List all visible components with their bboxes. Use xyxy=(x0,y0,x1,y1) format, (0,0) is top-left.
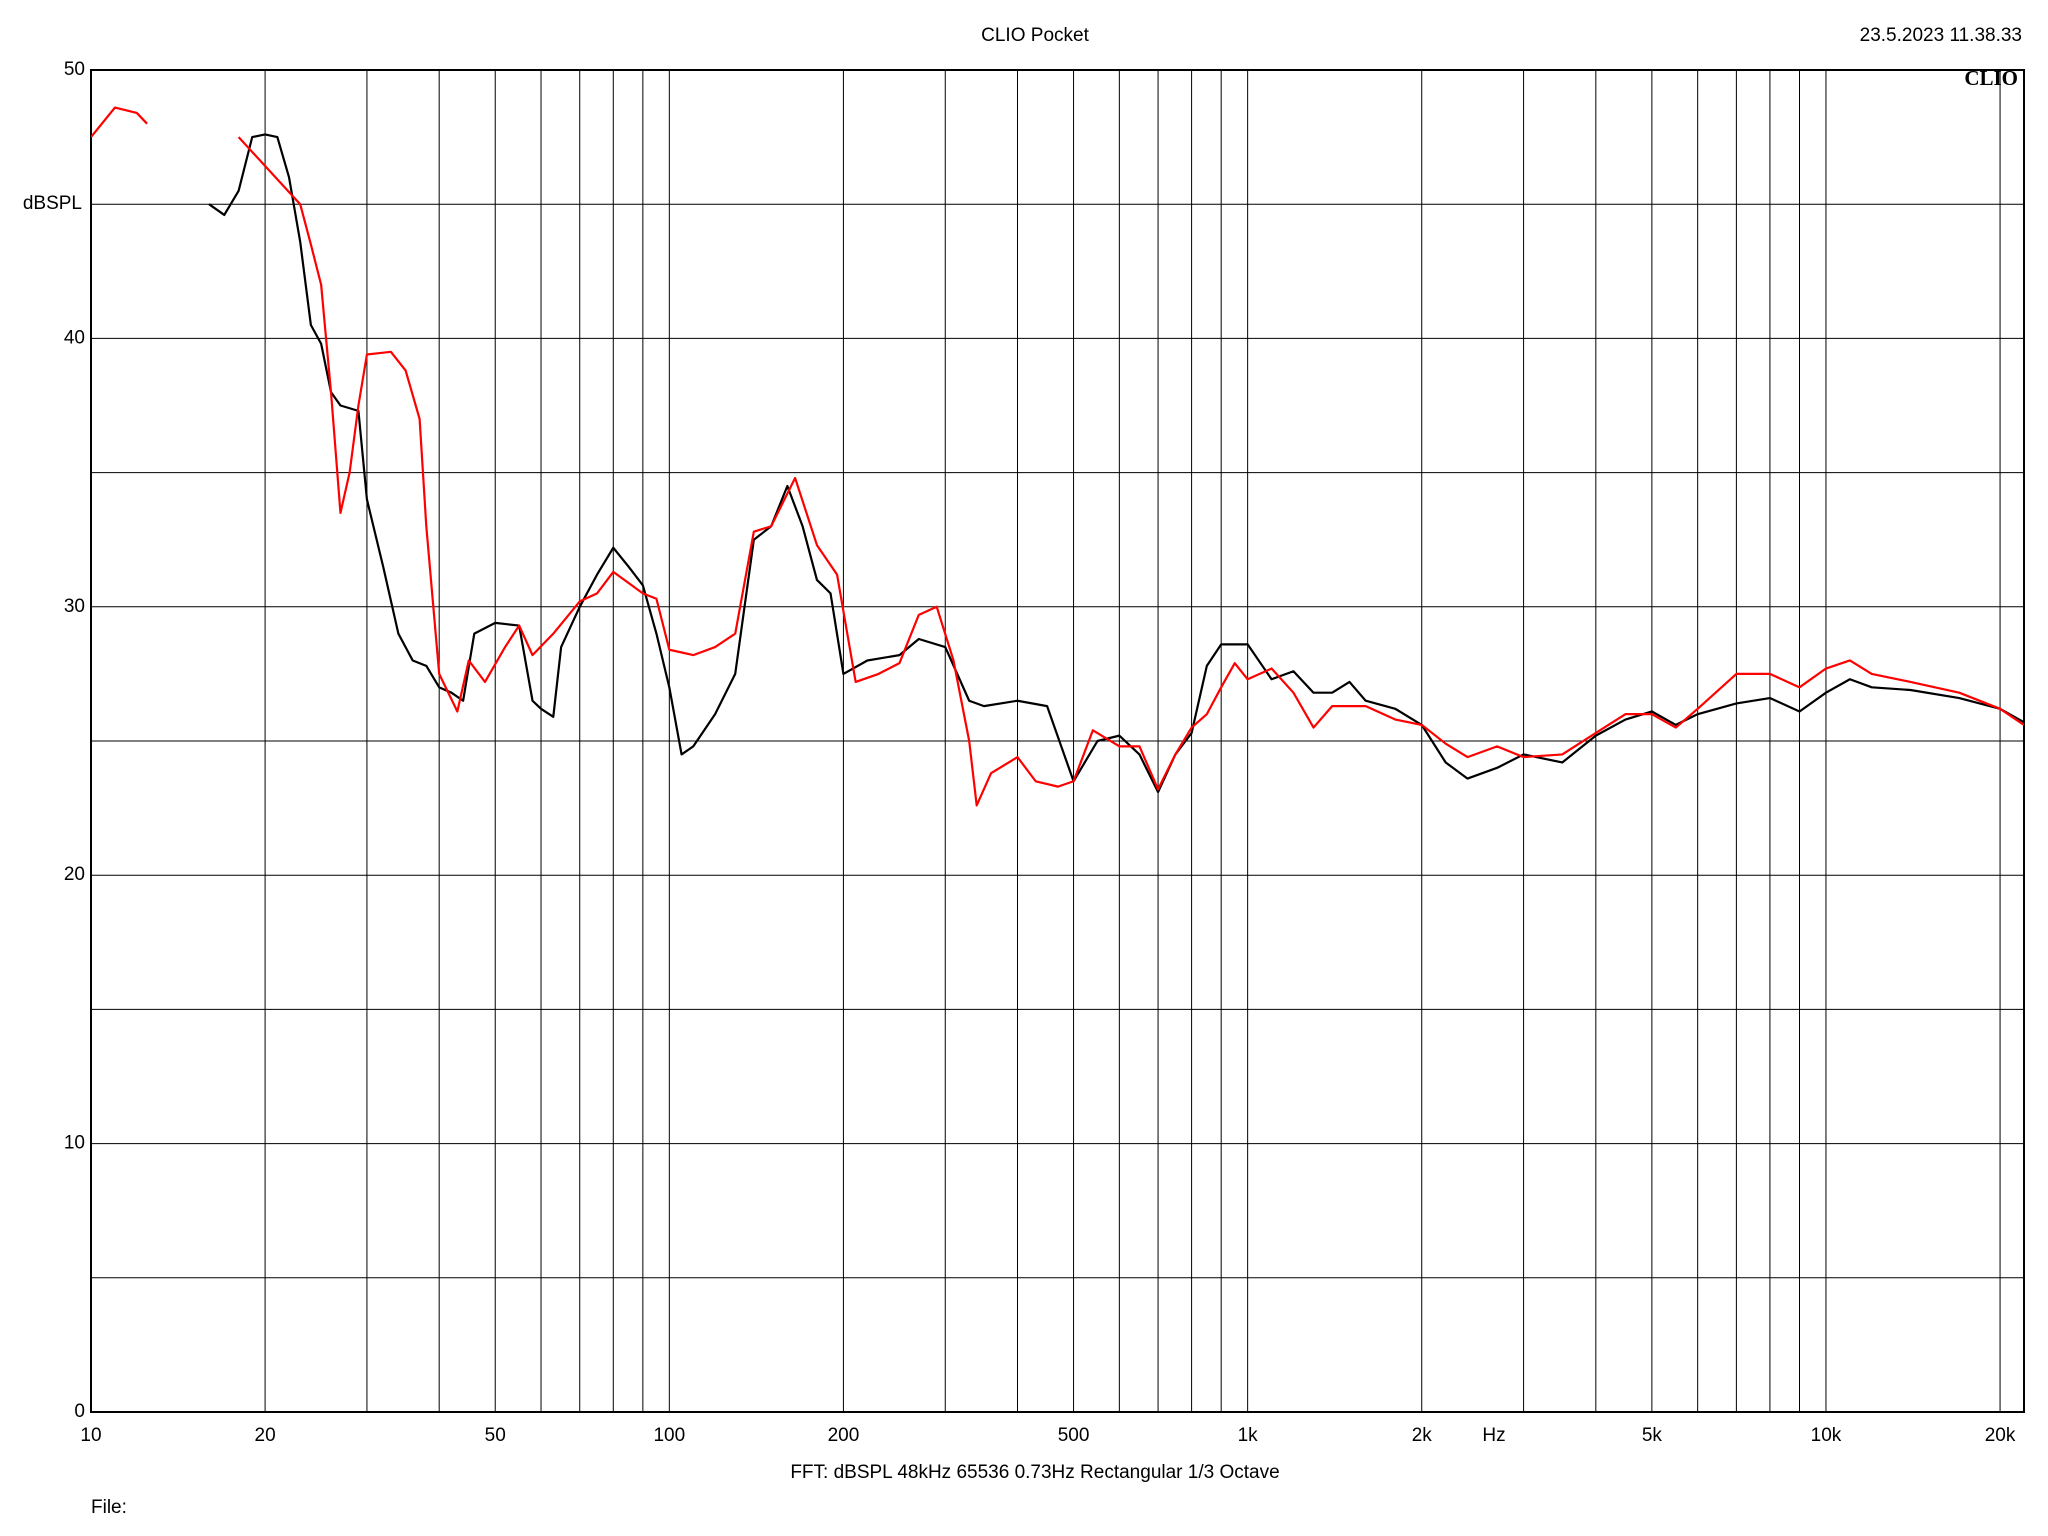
x-tick-label: 20 xyxy=(255,1425,276,1446)
chart-title: CLIO Pocket xyxy=(981,25,1089,46)
y-axis-label: dBSPL xyxy=(23,193,82,214)
x-tick-label: 50 xyxy=(485,1425,506,1446)
x-axis-label: Hz xyxy=(1482,1425,1505,1446)
y-tick-label: 0 xyxy=(74,1401,85,1422)
response-curve xyxy=(91,106,2024,807)
file-label: File: xyxy=(91,1497,127,1518)
x-tick-label: 10k xyxy=(1811,1425,1842,1446)
x-tick-label: 5k xyxy=(1642,1425,1663,1446)
timestamp: 23.5.2023 11.38.33 xyxy=(1860,25,2022,46)
x-tick-label: 2k xyxy=(1412,1425,1433,1446)
x-tick-label: 1k xyxy=(1238,1425,1259,1446)
y-tick-label: 10 xyxy=(64,1133,85,1154)
y-tick-label: 30 xyxy=(64,596,85,617)
y-tick-label: 40 xyxy=(64,327,85,348)
x-tick-label: 200 xyxy=(828,1425,860,1446)
response-curve xyxy=(208,133,2024,794)
x-tick-label: 100 xyxy=(653,1425,685,1446)
x-tick-label: 10 xyxy=(80,1425,101,1446)
logo: CLIO xyxy=(1964,66,2018,90)
y-tick-label: 20 xyxy=(64,864,85,885)
plot-area xyxy=(91,106,2024,807)
footer: FFT: dBSPL 48kHz 65536 0.73Hz Rectangula… xyxy=(790,1462,1279,1483)
x-tick-label: 500 xyxy=(1058,1425,1090,1446)
y-tick-label: 50 xyxy=(64,59,85,80)
plot-frame xyxy=(90,69,2025,1413)
x-tick-label: 20k xyxy=(1985,1425,2016,1446)
